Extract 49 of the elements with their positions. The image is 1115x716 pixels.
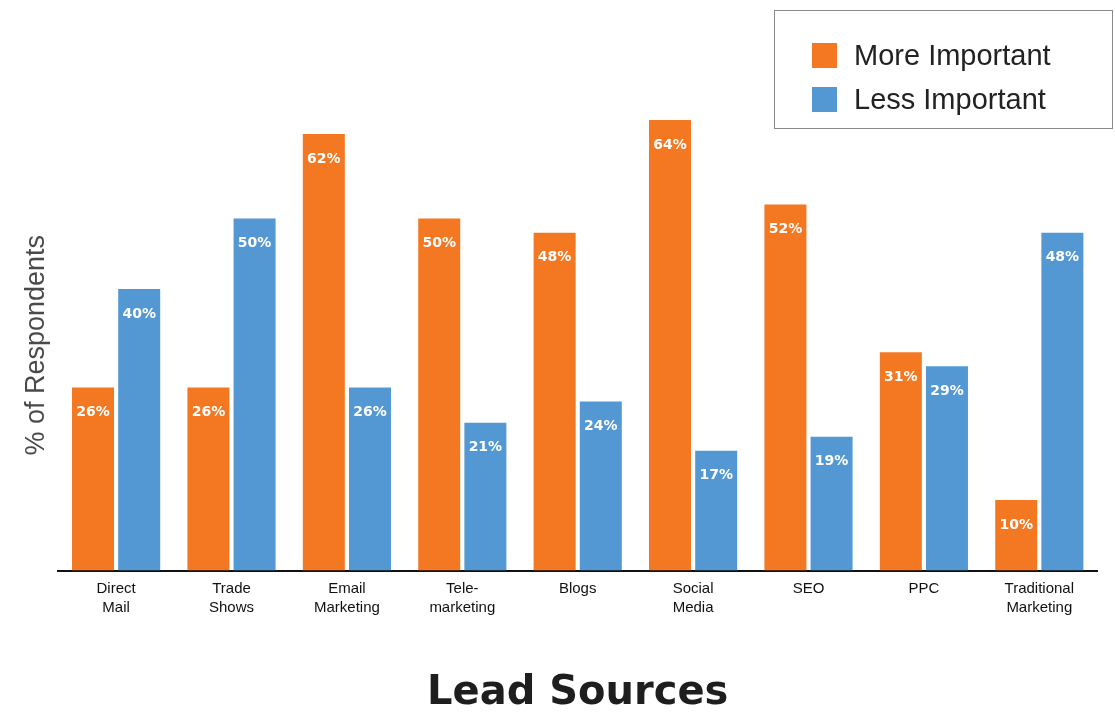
x-tick-label: PPC [908, 579, 940, 597]
data-label: 64% [653, 135, 687, 152]
data-label: 24% [584, 417, 618, 434]
bar [348, 387, 391, 571]
x-tick-label: Email Marketing [313, 579, 380, 615]
data-label: 50% [237, 234, 272, 251]
bar [649, 120, 692, 571]
x-tick-label: Tele- marketing [429, 579, 496, 615]
bar [925, 366, 968, 571]
y-axis-title: % of Respondents [19, 234, 50, 456]
data-label: 26% [353, 403, 387, 420]
data-label: 62% [307, 149, 341, 166]
bar [810, 436, 853, 571]
data-label: 48% [1045, 248, 1080, 265]
bar [579, 401, 622, 571]
bar [233, 218, 276, 571]
x-tick-label: SEO [792, 579, 825, 597]
bar [118, 288, 161, 571]
data-label: 10% [999, 515, 1033, 532]
x-tick-label: Traditional Marketing [1004, 579, 1075, 615]
bar [72, 387, 115, 571]
x-tick-label: Direct Mail [96, 579, 137, 615]
legend-label: More Important [854, 38, 1051, 72]
data-label: 52% [768, 220, 803, 237]
x-axis-title: Lead Sources [427, 667, 729, 714]
bar [464, 422, 507, 571]
data-label: 21% [468, 438, 503, 455]
legend-label: Less Important [854, 82, 1046, 116]
data-label: 50% [422, 234, 456, 251]
data-label: 26% [76, 403, 110, 420]
data-label: 26% [191, 403, 226, 420]
data-label: 31% [884, 367, 918, 384]
data-label: 48% [537, 248, 572, 265]
bar [879, 352, 922, 571]
bar [533, 232, 576, 571]
bar [187, 387, 230, 571]
data-label: 29% [930, 382, 964, 399]
bar [995, 500, 1038, 571]
x-tick-label: Social Media [672, 579, 715, 615]
bar [695, 450, 738, 571]
x-tick-label: Blogs [558, 579, 597, 597]
data-label: 17% [699, 466, 733, 483]
bar [1041, 232, 1084, 571]
data-label: 40% [122, 304, 156, 321]
data-label: 19% [814, 452, 849, 469]
bar [764, 204, 807, 571]
x-tick-label: Trade Shows [208, 579, 255, 615]
bar [418, 218, 461, 571]
bar [302, 134, 345, 571]
